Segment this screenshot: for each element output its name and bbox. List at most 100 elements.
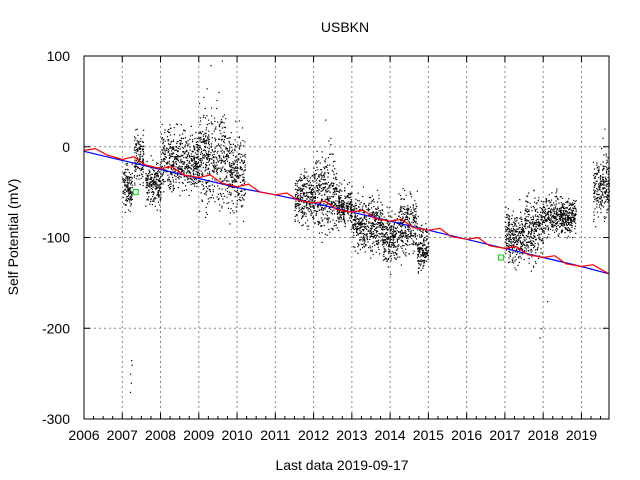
data-point	[593, 189, 595, 191]
data-point	[553, 213, 555, 215]
data-point	[205, 164, 207, 166]
data-point	[241, 174, 243, 176]
data-point	[178, 176, 180, 178]
data-point	[519, 247, 522, 249]
data-point	[420, 242, 422, 244]
data-point	[388, 244, 390, 246]
data-point	[338, 206, 340, 209]
data-point	[295, 184, 297, 186]
data-point	[344, 223, 346, 225]
data-point	[233, 162, 235, 164]
data-point	[125, 179, 127, 181]
data-point	[550, 199, 553, 201]
data-point	[531, 243, 533, 245]
data-point	[190, 174, 192, 176]
data-point	[533, 228, 535, 230]
data-point	[426, 254, 428, 256]
data-point	[512, 228, 515, 230]
data-point	[354, 219, 356, 221]
data-point	[542, 241, 544, 244]
data-point	[142, 148, 145, 150]
data-point	[303, 215, 305, 217]
data-point	[308, 203, 310, 205]
data-point	[172, 146, 174, 148]
data-point	[513, 262, 515, 264]
data-point	[303, 193, 305, 195]
data-point	[509, 229, 511, 231]
data-point	[406, 228, 409, 231]
data-point	[567, 217, 569, 219]
data-point	[528, 232, 530, 234]
data-point	[203, 193, 206, 195]
data-point	[215, 126, 217, 128]
data-point	[547, 217, 549, 219]
data-point	[361, 224, 363, 226]
outlier-point	[131, 364, 133, 366]
data-point	[173, 156, 176, 158]
data-point	[386, 206, 388, 208]
data-point	[173, 168, 175, 170]
data-point	[188, 181, 190, 183]
data-point	[236, 161, 238, 163]
data-point	[200, 161, 202, 163]
data-point	[603, 191, 605, 193]
data-point	[158, 180, 160, 182]
data-point	[205, 135, 207, 137]
data-point	[508, 227, 510, 229]
data-point	[415, 211, 417, 213]
data-point	[567, 219, 569, 222]
data-point	[374, 235, 376, 237]
data-point	[190, 155, 192, 157]
data-point	[359, 224, 361, 226]
data-point	[575, 213, 577, 215]
data-point	[162, 181, 165, 183]
data-point	[310, 191, 312, 193]
data-point	[362, 186, 364, 188]
data-point	[362, 247, 364, 249]
data-point	[209, 191, 211, 193]
data-point	[235, 155, 237, 157]
data-point	[352, 227, 355, 229]
data-point	[534, 210, 536, 212]
data-point	[203, 149, 205, 151]
data-point	[237, 194, 239, 196]
data-point	[546, 226, 548, 228]
data-point	[211, 194, 213, 196]
data-point	[227, 148, 229, 150]
data-point	[521, 224, 524, 226]
data-point	[122, 197, 124, 199]
data-point	[341, 202, 343, 204]
data-point	[565, 214, 568, 216]
data-point	[335, 173, 338, 175]
data-point	[126, 175, 128, 177]
data-point	[395, 253, 397, 255]
outlier-point	[129, 373, 132, 375]
data-point	[244, 189, 246, 191]
data-point	[337, 205, 339, 207]
data-point	[366, 237, 368, 239]
data-point	[535, 222, 537, 224]
data-point	[557, 198, 559, 200]
data-point	[400, 234, 402, 236]
data-point	[313, 197, 315, 199]
data-point	[606, 183, 608, 185]
data-point	[572, 220, 574, 222]
data-point	[355, 221, 357, 223]
data-point	[392, 227, 394, 229]
data-point	[520, 211, 522, 213]
data-point	[572, 202, 574, 204]
data-point	[515, 241, 517, 243]
data-point	[382, 210, 384, 212]
data-point	[605, 155, 607, 157]
data-point	[188, 172, 190, 174]
data-point	[212, 150, 214, 152]
data-point	[167, 167, 169, 169]
data-point	[238, 158, 240, 160]
data-point	[315, 162, 317, 164]
data-point	[131, 177, 133, 179]
data-point	[342, 202, 344, 204]
data-point	[234, 167, 236, 169]
data-point	[515, 259, 517, 261]
data-point	[339, 204, 341, 206]
data-point	[548, 218, 550, 220]
